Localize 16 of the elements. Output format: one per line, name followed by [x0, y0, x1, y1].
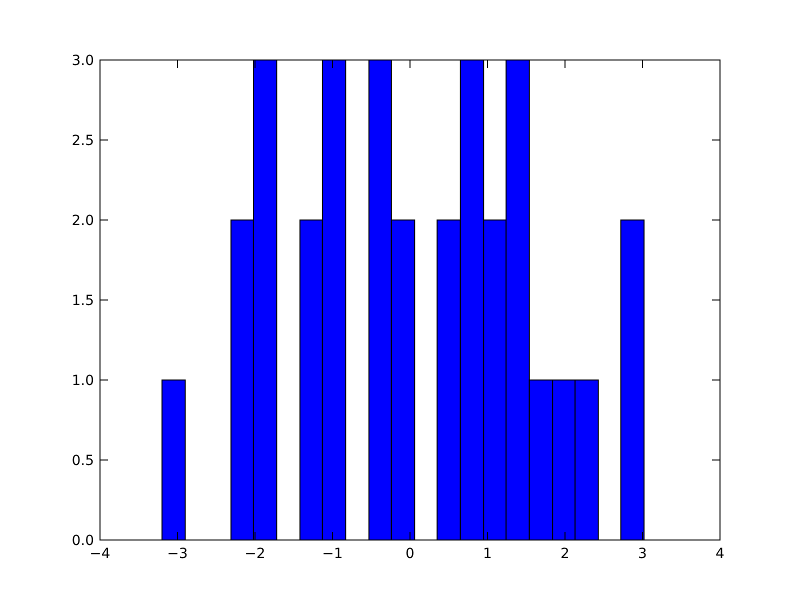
y-tick-label: 0.5 — [72, 453, 94, 469]
x-tick-label: −4 — [90, 546, 110, 562]
x-tick-label: 2 — [560, 546, 570, 562]
y-tick-label: 2.5 — [72, 133, 94, 149]
y-tick-label: 0.0 — [72, 533, 94, 549]
y-tick-label: 1.0 — [72, 373, 94, 389]
y-tick-label: 3.0 — [72, 53, 94, 69]
x-tick-label: 0 — [406, 546, 414, 562]
x-tick-label: 3 — [638, 546, 647, 562]
x-tick-label: −3 — [167, 546, 188, 562]
y-tick-label: 1.5 — [72, 293, 94, 309]
x-tick-label: −1 — [322, 546, 343, 562]
y-tick-label: 2.0 — [72, 213, 94, 229]
x-tick-label: 1 — [483, 546, 492, 562]
x-tick-label: −2 — [244, 546, 266, 562]
x-tick-label: 4 — [716, 546, 725, 562]
